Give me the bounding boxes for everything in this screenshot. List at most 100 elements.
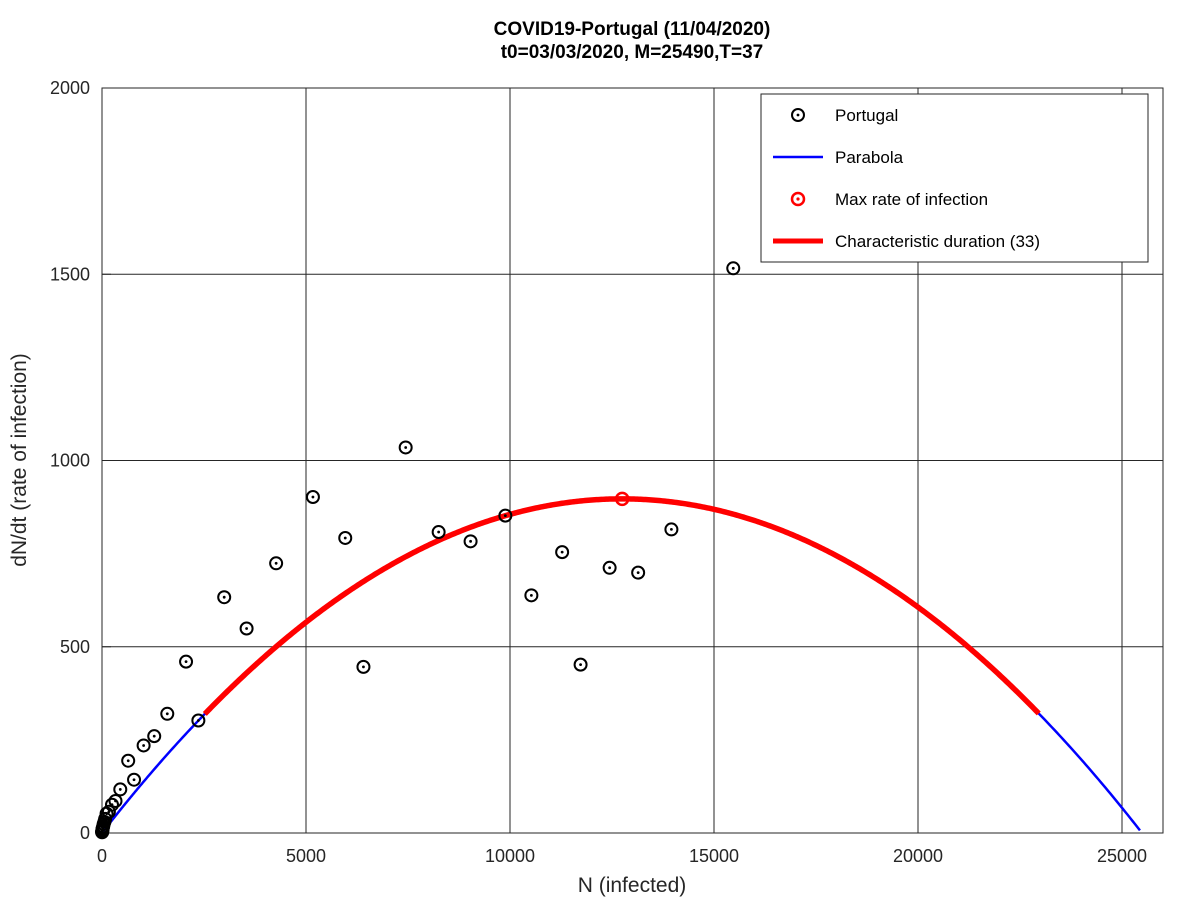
data-point-dot <box>222 595 226 599</box>
data-point <box>356 659 371 674</box>
data-point <box>179 654 194 669</box>
data-point <box>664 522 679 537</box>
data-point-ring <box>398 440 413 455</box>
data-point-dot <box>105 812 108 816</box>
data-point-dot <box>437 530 441 534</box>
data-point-ring <box>104 797 119 812</box>
data-point <box>631 565 646 580</box>
x-tick-label: 20000 <box>893 846 943 866</box>
data-point <box>338 530 353 545</box>
chart-subtitle: t0=03/03/2020, M=25490,T=37 <box>501 42 764 63</box>
data-point <box>398 440 413 455</box>
data-point-dot <box>132 778 136 782</box>
data-point-dot <box>469 539 472 543</box>
data-point <box>269 556 284 571</box>
data-point-ring <box>602 560 617 575</box>
data-point <box>524 588 539 603</box>
data-point-dot <box>142 744 146 747</box>
data-point-ring <box>179 654 194 669</box>
data-point-ring <box>191 713 206 728</box>
data-point-ring <box>356 659 371 674</box>
x-tick-label: 25000 <box>1097 846 1147 866</box>
legend: Portugal Parabola Max rate of infection … <box>760 93 1149 263</box>
data-point <box>498 508 513 523</box>
data-point-dot <box>579 663 582 667</box>
data-point <box>305 490 320 505</box>
data-point-dot <box>103 820 106 824</box>
data-point-dot <box>636 571 640 575</box>
x-axis-label: N (infected) <box>578 874 687 897</box>
data-point-ring <box>239 621 254 636</box>
data-point-dot <box>114 799 117 803</box>
data-point-ring <box>463 534 478 549</box>
data-point-ring <box>631 565 646 580</box>
data-point-dot <box>731 266 735 270</box>
x-tick-label: 10000 <box>485 846 535 866</box>
data-point-dot <box>404 446 408 449</box>
data-point-ring <box>147 729 162 744</box>
data-point-ring <box>217 590 232 605</box>
data-point <box>136 738 151 753</box>
data-point-ring <box>305 490 320 505</box>
data-point-dot <box>274 561 278 565</box>
max-rate-ring <box>614 491 630 507</box>
data-point-dot <box>126 759 130 763</box>
data-point <box>463 534 478 549</box>
x-tick-label: 0 <box>97 846 107 866</box>
y-tick-label: 1000 <box>50 451 90 471</box>
y-tick-label: 0 <box>80 823 90 843</box>
data-point <box>239 621 254 636</box>
data-point <box>602 560 617 575</box>
data-point-dot <box>529 593 533 597</box>
data-point-dot <box>245 627 248 630</box>
data-point-dot <box>118 788 122 791</box>
data-point <box>121 753 136 768</box>
data-point-dot <box>608 566 612 570</box>
data-point-dot <box>560 550 564 554</box>
data-point <box>555 545 570 560</box>
data-point <box>726 261 741 276</box>
data-point-dot <box>184 660 188 664</box>
data-point <box>431 525 446 540</box>
data-point-ring <box>573 657 588 672</box>
chart-title: COVID19-Portugal (11/04/2020) <box>494 19 771 40</box>
data-point <box>217 590 232 605</box>
data-point-dot <box>670 528 673 531</box>
data-point <box>160 706 175 721</box>
data-point-dot <box>311 495 315 499</box>
data-point-ring <box>108 793 123 808</box>
legend-label-max-rate: Max rate of infection <box>835 190 988 209</box>
data-point-dot <box>165 712 169 716</box>
max-rate-point <box>614 491 630 507</box>
y-axis-ticks: 0 500 1000 1500 2000 <box>50 78 111 843</box>
data-point-dot <box>503 514 507 518</box>
data-point-ring <box>726 261 741 276</box>
y-tick-label: 1500 <box>50 264 90 284</box>
data-point <box>191 713 206 728</box>
data-point-ring <box>113 782 128 797</box>
x-tick-label: 5000 <box>286 846 326 866</box>
data-point-ring <box>121 753 136 768</box>
legend-marker-portugal <box>791 108 805 122</box>
data-point <box>127 772 142 787</box>
data-point-dot <box>362 665 365 669</box>
legend-marker-max-rate <box>790 191 806 207</box>
data-points <box>95 261 741 840</box>
y-axis-label: dN/dt (rate of infection) <box>8 353 31 567</box>
data-point-ring <box>136 738 151 753</box>
data-point-ring <box>101 804 116 819</box>
legend-label-portugal: Portugal <box>835 106 898 125</box>
legend-label-parabola: Parabola <box>835 148 904 167</box>
y-tick-label: 2000 <box>50 78 90 98</box>
data-point <box>108 793 123 808</box>
data-point-ring <box>431 525 446 540</box>
x-tick-label: 15000 <box>689 846 739 866</box>
data-point-dot <box>343 536 347 540</box>
data-point-ring <box>664 522 679 537</box>
legend-box <box>760 93 1149 263</box>
legend-label-characteristic: Characteristic duration (33) <box>835 232 1040 251</box>
data-point-ring <box>555 545 570 560</box>
data-point-ring <box>127 772 142 787</box>
data-point-dot <box>152 734 156 738</box>
data-point-ring <box>524 588 539 603</box>
